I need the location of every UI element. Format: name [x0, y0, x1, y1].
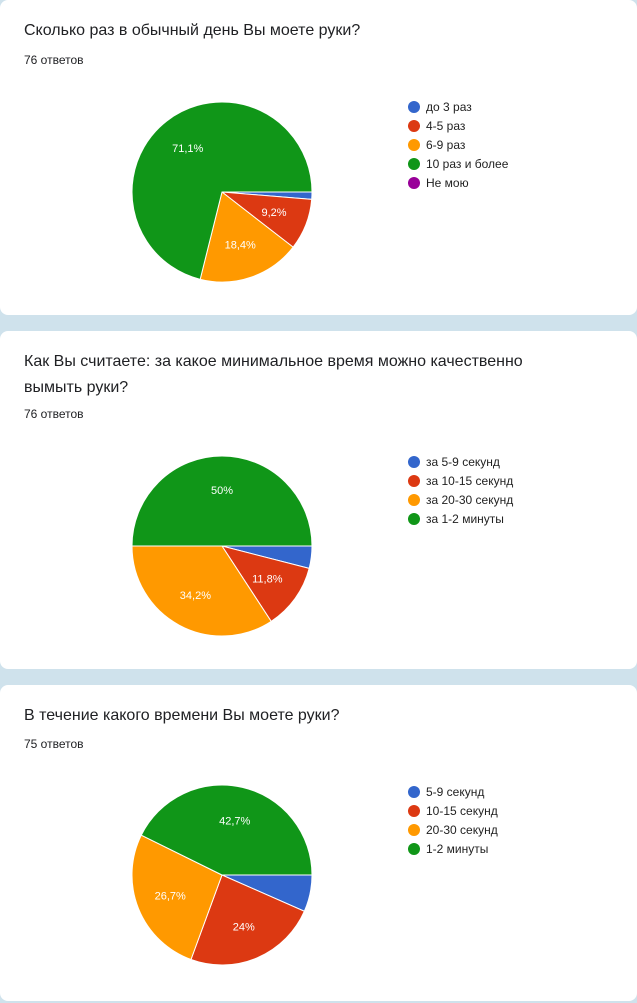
question-title: Как Вы считаете: за какое минимальное вр… — [24, 353, 523, 396]
legend-item: 1-2 минуты — [426, 842, 488, 856]
pie-slice[interactable] — [131, 101, 313, 280]
question-card-3: В течение какого времени Вы моете руки? … — [0, 685, 637, 1001]
slice-label: 71,1% — [172, 143, 203, 155]
legend-item: 10-15 секунд — [426, 804, 498, 818]
legend-swatch — [408, 177, 420, 189]
pie-chart: 11,8% 34,2% 50% за 5-9 секунд за 10-15 секун… — [131, 455, 513, 637]
slice-label: 34,2% — [180, 590, 211, 602]
pie-slice[interactable] — [140, 784, 313, 876]
question-title: Сколько раз в обычный день Вы моете руки… — [24, 22, 361, 39]
pie-chart: 9,2% 18,4% 71,1% до 3 раз 4-5 раз 6-9 раз 10 р… — [131, 100, 509, 283]
legend-item: 10 раз и более — [426, 157, 509, 171]
legend-swatch — [408, 805, 420, 817]
legend-swatch — [408, 786, 420, 798]
legend-item: за 10-15 секунд — [426, 474, 513, 488]
pie-chart: 24% 26,7% 42,7% 5-9 секунд 10-15 секунд 20-30… — [131, 784, 498, 966]
response-count: 75 ответов — [24, 737, 84, 751]
slice-label: 9,2% — [261, 207, 286, 219]
slice-label: 26,7% — [155, 891, 186, 903]
legend-item: за 1-2 минуты — [426, 512, 504, 526]
legend-item: до 3 раз — [426, 100, 472, 114]
pie-slice[interactable] — [131, 545, 272, 637]
legend-swatch — [408, 139, 420, 151]
slice-label: 24% — [233, 921, 255, 933]
legend-item: 4-5 раз — [426, 119, 466, 133]
legend-swatch — [408, 475, 420, 487]
slice-label: 50% — [211, 485, 233, 497]
legend-item: 5-9 секунд — [426, 785, 484, 799]
slice-label: 42,7% — [219, 816, 250, 828]
legend-item: 20-30 секунд — [426, 823, 498, 837]
slice-label: 18,4% — [225, 240, 256, 252]
question-title: В течение какого времени Вы моете руки? — [24, 707, 340, 724]
legend-swatch — [408, 824, 420, 836]
legend-swatch — [408, 158, 420, 170]
legend-swatch — [408, 513, 420, 525]
question-card-1: Сколько раз в обычный день Вы моете руки… — [0, 0, 637, 315]
question-card-2: Как Вы считаете: за какое минимальное вр… — [0, 331, 637, 669]
slice-label: 11,8% — [252, 574, 283, 586]
legend-swatch — [408, 120, 420, 132]
pie-slice[interactable] — [131, 834, 223, 961]
legend-item: за 5-9 секунд — [426, 455, 500, 469]
legend-swatch — [408, 843, 420, 855]
legend-item: 6-9 раз — [426, 138, 466, 152]
pie-slice[interactable] — [190, 874, 306, 966]
pie-slice[interactable] — [220, 545, 310, 623]
legend-swatch — [408, 456, 420, 468]
legend-swatch — [408, 101, 420, 113]
legend-item: Не мою — [426, 176, 469, 190]
legend-item: за 20-30 секунд — [426, 493, 513, 507]
pie-slice[interactable] — [199, 191, 294, 283]
legend-swatch — [408, 494, 420, 506]
response-count: 76 ответов — [24, 53, 84, 67]
response-count: 76 ответов — [24, 407, 84, 421]
pie-slice[interactable] — [131, 455, 313, 547]
